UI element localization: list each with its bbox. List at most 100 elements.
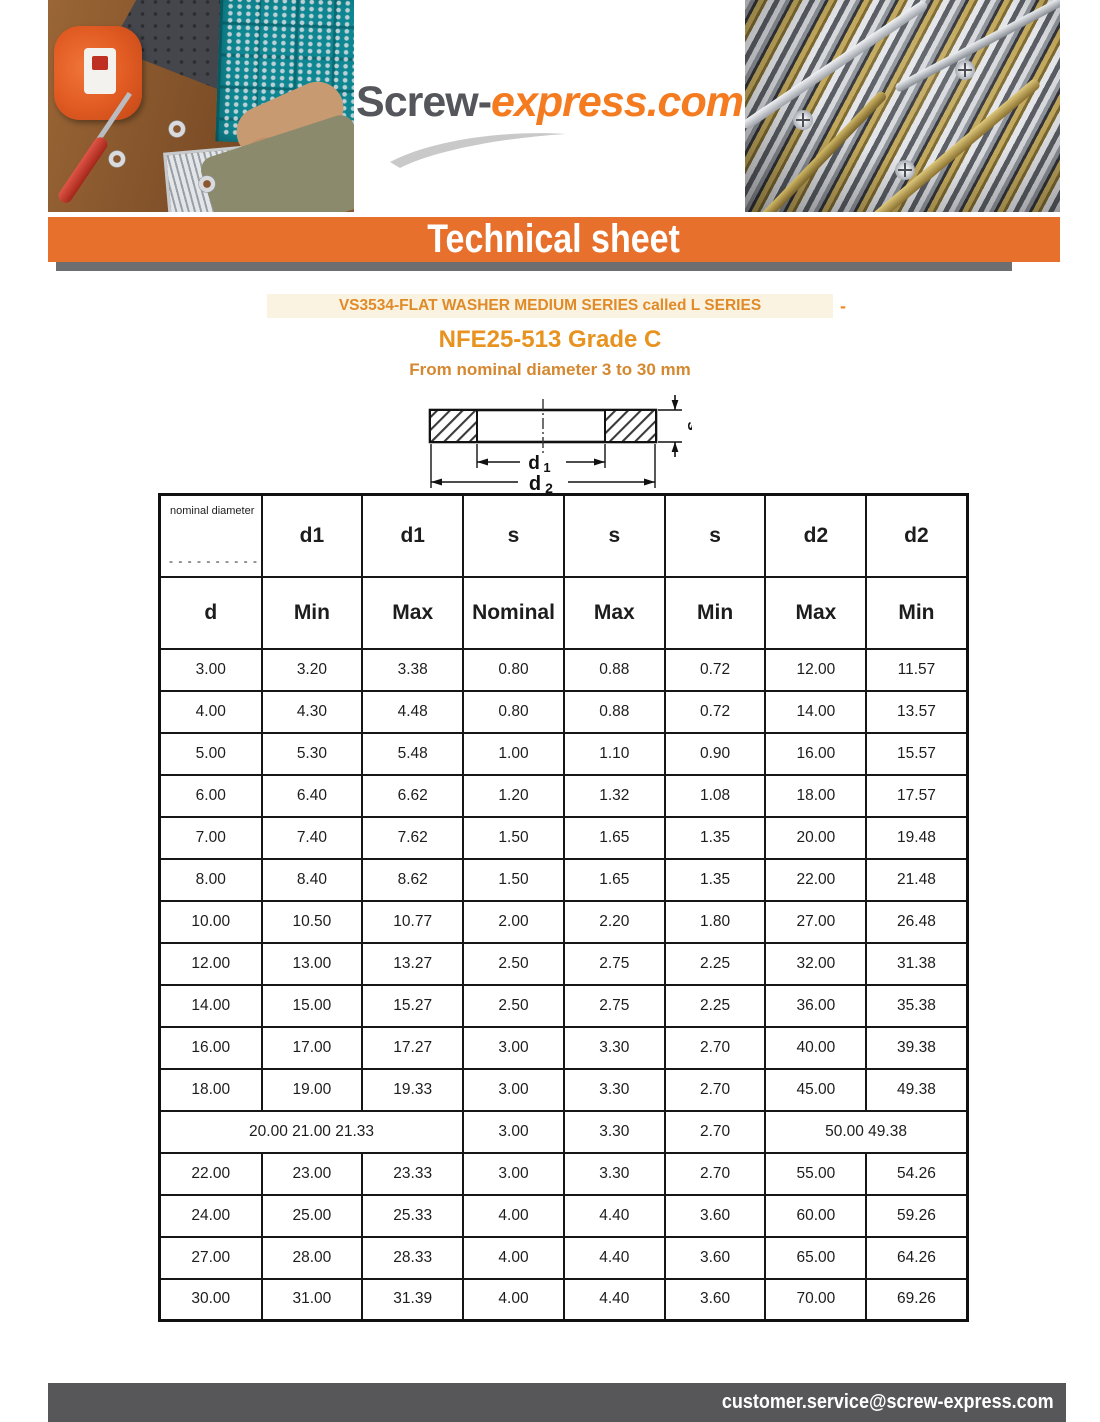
corner-cell: nominal diameter - - - - - - - - - - <box>158 493 263 578</box>
table-row: 18.00 19.00 19.33 3.00 3.30 2.70 45.00 49.38 <box>158 1067 969 1112</box>
table-cell: 3.60 <box>663 1235 767 1280</box>
table-cell: 4.00 <box>158 689 263 734</box>
table-row: 8.00 8.40 8.62 1.50 1.65 1.35 22.00 21.48 <box>158 857 969 902</box>
screwdriver-handle <box>55 134 111 206</box>
table-cell: 19.00 <box>260 1067 364 1112</box>
table-cell: 5.00 <box>158 731 263 776</box>
table-cell: 4.40 <box>562 1277 666 1322</box>
table-row: 4.00 4.30 4.48 0.80 0.88 0.72 14.00 13.57 <box>158 689 969 734</box>
table-cell: 1.08 <box>663 773 767 818</box>
logo-text-orange: express.com <box>491 78 744 126</box>
table-cell: 19.48 <box>865 815 969 860</box>
s-label: s <box>684 421 692 430</box>
table-row: 22.00 23.00 23.33 3.00 3.30 2.70 55.00 54.26 <box>158 1151 969 1196</box>
table-cell: 3.30 <box>562 1067 666 1112</box>
column-header: Max <box>764 575 868 650</box>
table-cell: 39.38 <box>865 1025 969 1070</box>
table-cell: 25.00 <box>260 1193 364 1238</box>
column-header: Max <box>562 575 666 650</box>
table-cell: 0.80 <box>462 689 565 734</box>
screw-head-shape <box>793 110 813 130</box>
washer-shape <box>198 175 216 193</box>
washer-dimensions-table: nominal diameter - - - - - - - - - - d1 … <box>158 493 969 1322</box>
table-cell: 14.00 <box>764 689 868 734</box>
table-cell: 64.26 <box>865 1235 969 1280</box>
table-row: 10.00 10.50 10.77 2.00 2.20 1.80 27.00 26.48 <box>158 899 969 944</box>
table-cell: 3.00 <box>462 1025 565 1070</box>
table-cell: 0.88 <box>562 647 666 692</box>
diameter-range-subtitle: From nominal diameter 3 to 30 mm <box>409 360 691 379</box>
table-cell: 27.00 <box>158 1235 263 1280</box>
table-cell: 2.70 <box>663 1151 767 1196</box>
table-cell: 2.75 <box>562 941 666 986</box>
table-cell: 3.00 <box>158 647 263 692</box>
tape-measure-label <box>84 48 116 94</box>
table-cell: 3.30 <box>562 1109 666 1154</box>
table-cell: 6.00 <box>158 773 263 818</box>
table-cell: 4.30 <box>260 689 364 734</box>
table-row: 7.00 7.40 7.62 1.50 1.65 1.35 20.00 19.48 <box>158 815 969 860</box>
screw-head-shape <box>955 60 975 80</box>
table-row: 16.00 17.00 17.27 3.00 3.30 2.70 40.00 39.38 <box>158 1025 969 1070</box>
logo-zone: Screw-express.com <box>354 0 745 212</box>
table-cell: 4.40 <box>562 1193 666 1238</box>
table-cell: 15.00 <box>260 983 364 1028</box>
series-title-dash: - <box>840 296 846 316</box>
tape-measure-mark <box>92 56 108 70</box>
column-group-header: s <box>663 493 767 578</box>
logo-text-gray: Screw- <box>356 78 492 126</box>
table-cell: 17.00 <box>260 1025 364 1070</box>
table-body: 3.00 3.20 3.38 0.80 0.88 0.72 12.00 11.57 4.00 4.… <box>158 647 969 1322</box>
gray-divider-bar <box>56 262 1012 271</box>
table-cell: 31.38 <box>865 941 969 986</box>
table-cell: 0.80 <box>462 647 565 692</box>
technical-sheet-banner: Technical sheet <box>48 217 1060 262</box>
table-cell: 22.00 <box>764 857 868 902</box>
tape-measure <box>54 26 142 120</box>
table-cell: 55.00 <box>764 1151 868 1196</box>
table-cell: 1.35 <box>663 857 767 902</box>
table-cell: 28.33 <box>361 1235 465 1280</box>
table-cell: 40.00 <box>764 1025 868 1070</box>
table-cell: 54.26 <box>865 1151 969 1196</box>
column-group-header: s <box>562 493 666 578</box>
table-row: 6.00 6.40 6.62 1.20 1.32 1.08 18.00 17.57 <box>158 773 969 818</box>
table-cell: 59.26 <box>865 1193 969 1238</box>
customer-service-email: customer.service@screw-express.com <box>722 1391 1054 1413</box>
table-row: 27.00 28.00 28.33 4.00 4.40 3.60 65.00 64.26 <box>158 1235 969 1280</box>
washer-cross-section-diagram: d 1 d 2 s <box>428 395 692 496</box>
column-header: d <box>158 575 263 650</box>
table-cell: 1.50 <box>462 815 565 860</box>
table-cell: 28.00 <box>260 1235 364 1280</box>
washer-hatch-right <box>604 409 657 443</box>
table-cell: 6.62 <box>361 773 465 818</box>
table-cell: 23.00 <box>260 1151 364 1196</box>
table-cell: 1.32 <box>562 773 666 818</box>
table-cell: 30.00 <box>158 1277 263 1322</box>
table-row: 3.00 3.20 3.38 0.80 0.88 0.72 12.00 11.57 <box>158 647 969 692</box>
table-cell: 2.20 <box>562 899 666 944</box>
table-row: 14.00 15.00 15.27 2.50 2.75 2.25 36.00 35.38 <box>158 983 969 1028</box>
d1-label: d <box>528 453 540 474</box>
table-cell: 3.20 <box>260 647 364 692</box>
table-cell: 12.00 <box>764 647 868 692</box>
table-cell: 2.00 <box>462 899 565 944</box>
d2-label: d <box>529 473 541 495</box>
table-cell: 3.60 <box>663 1277 767 1322</box>
table-cell: 2.70 <box>663 1109 767 1154</box>
table-cell: 10.77 <box>361 899 465 944</box>
table-cell: 65.00 <box>764 1235 868 1280</box>
corner-dashed-line: - - - - - - - - - - <box>169 553 258 568</box>
table-cell: 2.50 <box>462 941 565 986</box>
table-cell: 8.40 <box>260 857 364 902</box>
table-cell: 18.00 <box>764 773 868 818</box>
table-cell: 1.20 <box>462 773 565 818</box>
table-row: 12.00 13.00 13.27 2.50 2.75 2.25 32.00 31.38 <box>158 941 969 986</box>
table-cell: 4.40 <box>562 1235 666 1280</box>
table-cell: 25.33 <box>361 1193 465 1238</box>
column-group-header: d1 <box>260 493 364 578</box>
table-cell: 2.70 <box>663 1067 767 1112</box>
footer-bar: customer.service@screw-express.com <box>48 1383 1066 1422</box>
table-cell: 4.00 <box>462 1235 565 1280</box>
